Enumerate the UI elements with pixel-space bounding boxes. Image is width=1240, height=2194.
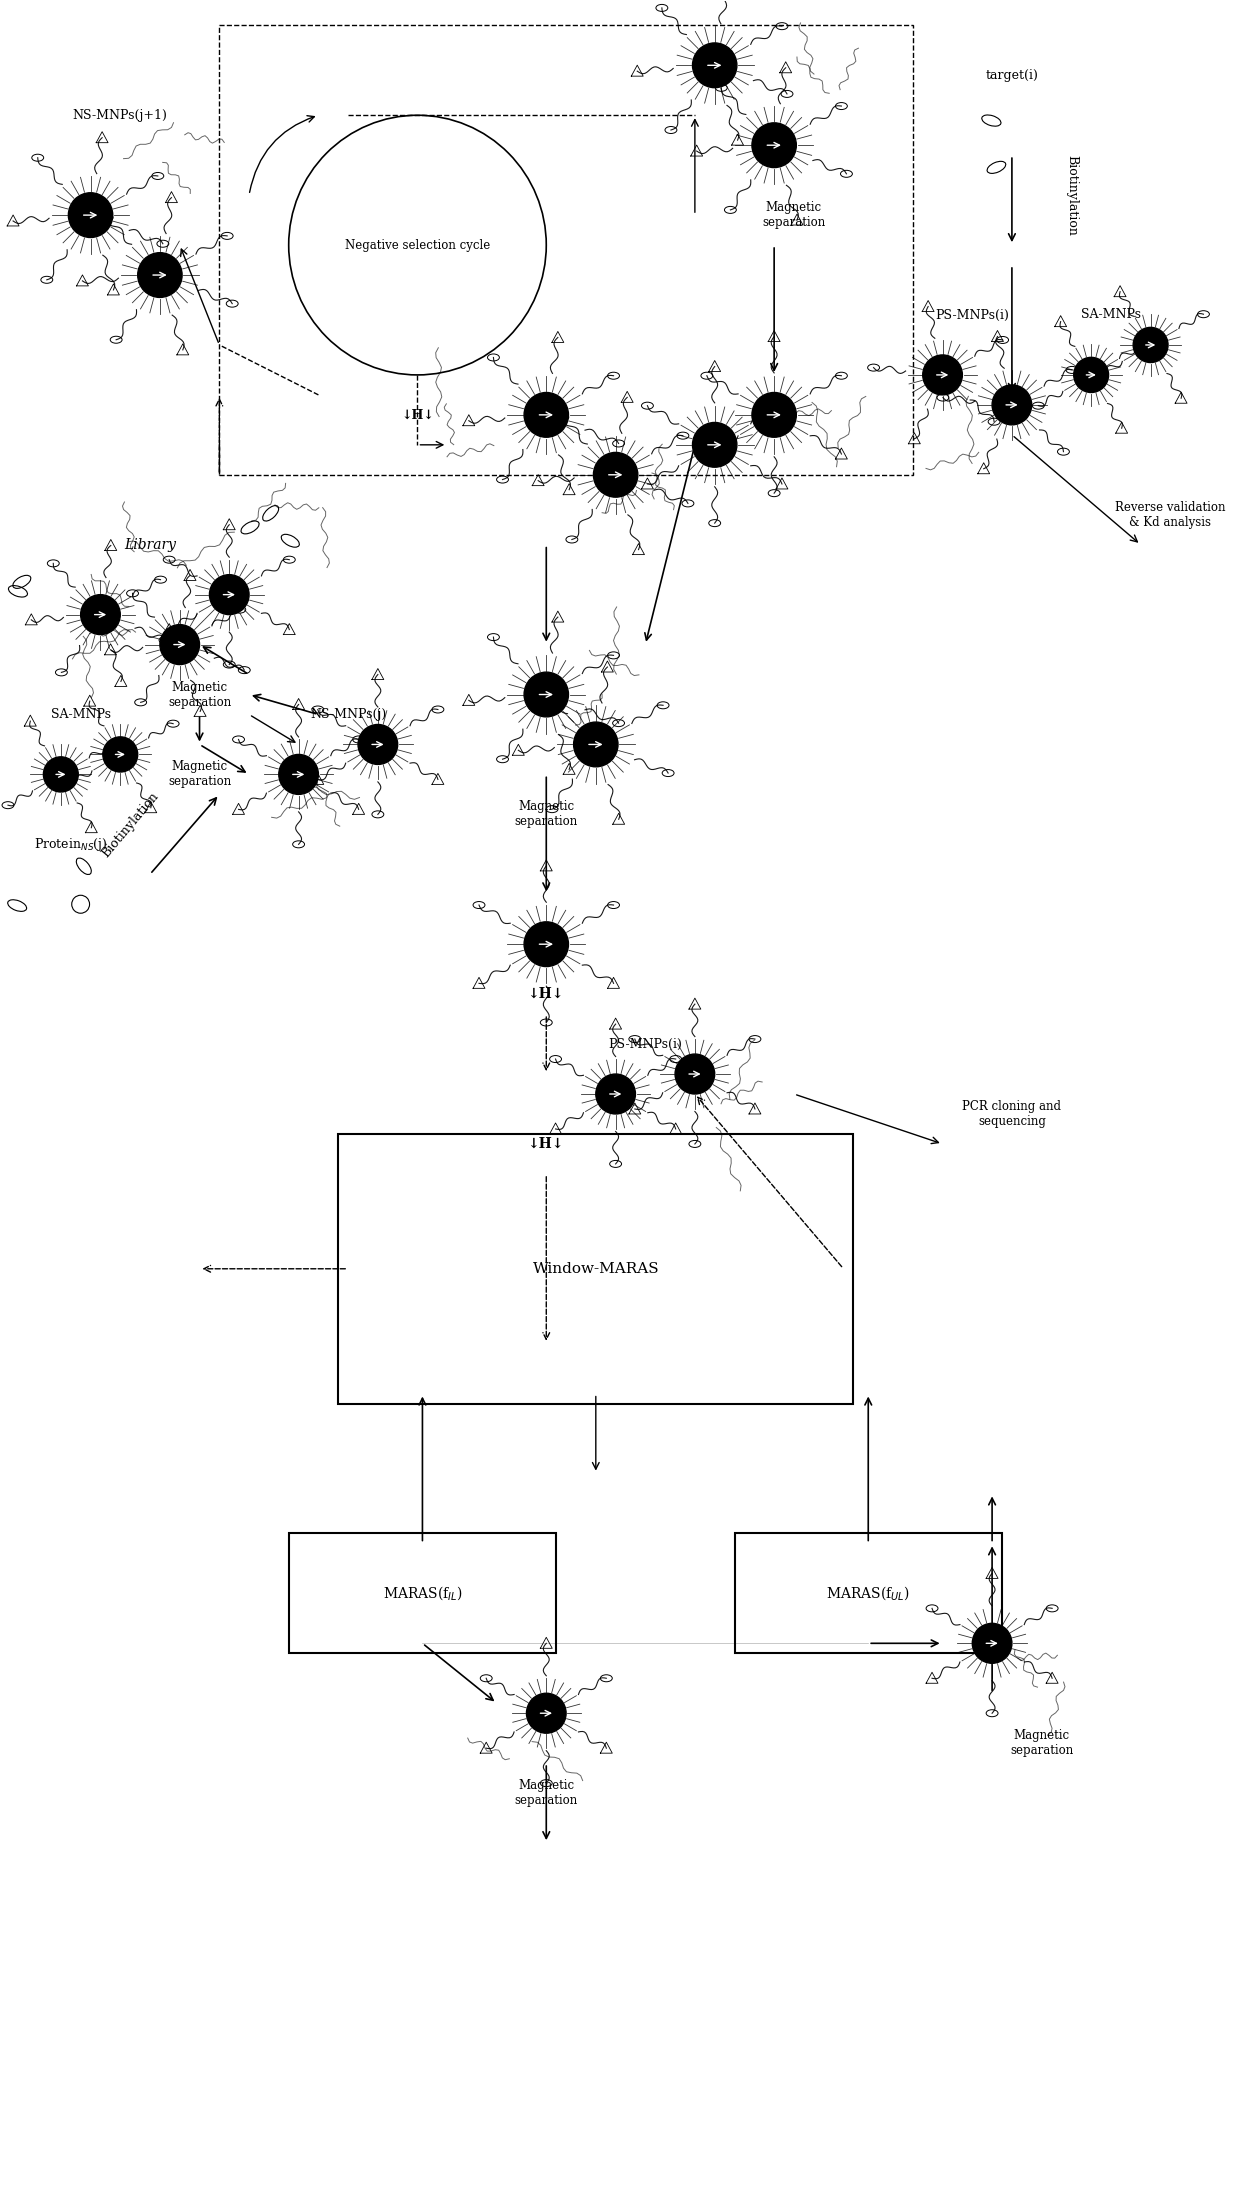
Circle shape xyxy=(210,575,249,614)
Text: PCR cloning and
sequencing: PCR cloning and sequencing xyxy=(962,1099,1061,1128)
Circle shape xyxy=(525,921,568,968)
Text: ↓H↓: ↓H↓ xyxy=(528,987,564,1000)
Text: Biotinylation: Biotinylation xyxy=(99,790,161,860)
Text: ↓H↓: ↓H↓ xyxy=(528,1136,564,1152)
Circle shape xyxy=(525,671,568,717)
Text: Magnetic
separation: Magnetic separation xyxy=(515,1779,578,1808)
Circle shape xyxy=(972,1624,1012,1663)
Text: PS-MNPs(i): PS-MNPs(i) xyxy=(609,1038,682,1051)
Circle shape xyxy=(923,355,962,395)
Circle shape xyxy=(1074,358,1109,393)
Circle shape xyxy=(527,1694,567,1733)
Circle shape xyxy=(751,123,796,167)
Circle shape xyxy=(160,625,200,665)
Text: Window-MARAS: Window-MARAS xyxy=(532,1262,660,1275)
Circle shape xyxy=(103,737,138,772)
Circle shape xyxy=(138,252,182,298)
Text: SA-MNPs: SA-MNPs xyxy=(1081,309,1141,323)
Text: Biotinylation: Biotinylation xyxy=(1065,156,1078,235)
Text: Library: Library xyxy=(124,538,176,551)
Circle shape xyxy=(1133,327,1168,362)
Circle shape xyxy=(751,393,796,437)
Circle shape xyxy=(43,757,78,792)
Text: NS-MNPs(j): NS-MNPs(j) xyxy=(310,709,387,722)
Circle shape xyxy=(992,384,1032,426)
Text: Magnetic
separation: Magnetic separation xyxy=(167,680,231,709)
Text: Protein$_{NS}$(j): Protein$_{NS}$(j) xyxy=(33,836,108,853)
Text: SA-MNPs: SA-MNPs xyxy=(51,709,110,722)
Circle shape xyxy=(675,1053,714,1095)
Circle shape xyxy=(574,722,618,768)
Text: Magnetic
separation: Magnetic separation xyxy=(167,761,231,788)
Text: ↓H↓: ↓H↓ xyxy=(401,408,434,421)
Circle shape xyxy=(594,452,637,498)
Text: Magnetic
separation: Magnetic separation xyxy=(515,801,578,829)
Text: MARAS(f$_{UL}$): MARAS(f$_{UL}$) xyxy=(826,1584,910,1602)
Text: Negative selection cycle: Negative selection cycle xyxy=(345,239,490,252)
Circle shape xyxy=(595,1075,635,1115)
Circle shape xyxy=(68,193,113,237)
Text: Magnetic
separation: Magnetic separation xyxy=(763,202,826,228)
Circle shape xyxy=(81,595,120,634)
Text: PS-MNPs(i): PS-MNPs(i) xyxy=(935,309,1009,323)
Text: Reverse validation
& Kd analysis: Reverse validation & Kd analysis xyxy=(1115,500,1225,529)
Text: Magnetic
separation: Magnetic separation xyxy=(1011,1729,1074,1757)
Text: NS-MNPs(j+1): NS-MNPs(j+1) xyxy=(73,110,167,121)
Circle shape xyxy=(279,755,319,794)
Text: target(i): target(i) xyxy=(986,68,1038,81)
Circle shape xyxy=(358,724,398,764)
Circle shape xyxy=(692,423,737,467)
Circle shape xyxy=(692,44,737,88)
Text: MARAS(f$_{IL}$): MARAS(f$_{IL}$) xyxy=(382,1584,463,1602)
Circle shape xyxy=(525,393,568,437)
